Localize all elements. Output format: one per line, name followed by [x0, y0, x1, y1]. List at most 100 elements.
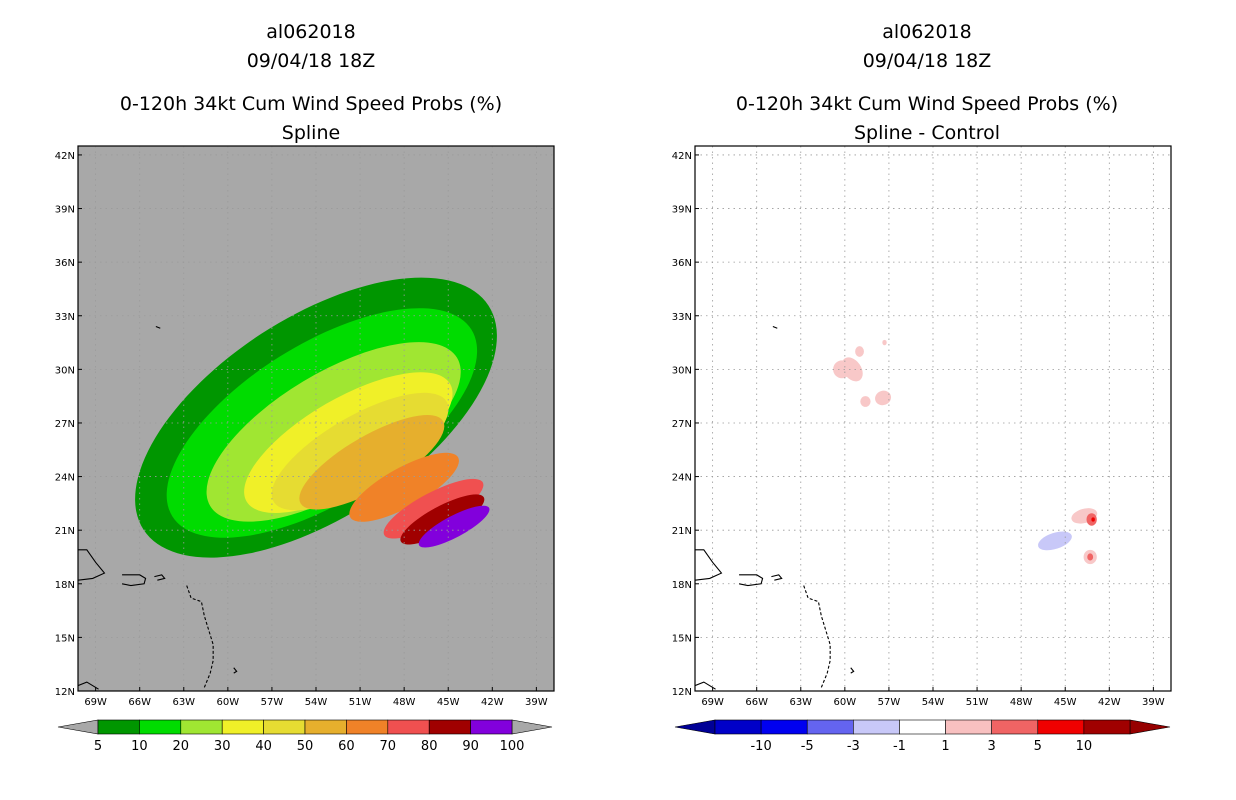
y-tick-label-18N: 18N — [672, 580, 692, 591]
colorbar-label-20: 20 — [173, 739, 190, 754]
x-tick-label-60W: 60W — [217, 697, 240, 708]
x-tick-label-69W: 69W — [84, 697, 107, 708]
right-gridlines — [695, 146, 1171, 691]
colorbar-swatch-3 — [853, 719, 900, 735]
contour-level-90-9 — [418, 505, 490, 548]
y-tick-label-30N: 30N — [672, 365, 692, 376]
x-tick-label-45W: 45W — [437, 697, 460, 708]
colorbar-label-5: 5 — [1034, 739, 1042, 754]
coastline-hispaniola — [78, 549, 106, 581]
y-tick-label-42N: 42N — [672, 151, 692, 162]
colorbar-swatch-8 — [1083, 719, 1131, 735]
left-title-method: Spline — [282, 122, 340, 144]
coastline-lesser-antilles — [803, 585, 831, 688]
colorbar-swatch-8 — [428, 719, 471, 735]
colorbar-swatch-4 — [263, 719, 306, 735]
y-tick-label-39N: 39N — [672, 205, 692, 216]
coastline-aruba-curacao — [78, 681, 99, 690]
y-tick-label-36N: 36N — [672, 258, 692, 269]
left-title-date: 09/04/18 18Z — [247, 50, 376, 72]
colorbar-label-100: 100 — [500, 739, 525, 754]
y-tick-label-33N: 33N — [55, 312, 75, 323]
colorbar-label-30: 30 — [214, 739, 231, 754]
contour-level-50-5 — [299, 415, 445, 510]
y-tick-label-30N: 30N — [55, 365, 75, 376]
y-tick-label-33N: 33N — [672, 312, 692, 323]
colorbar-swatch-0 — [714, 719, 762, 735]
contour-level-1-5 — [882, 339, 887, 346]
right-coastlines — [695, 325, 855, 690]
coastline-barbados — [233, 667, 238, 674]
y-tick-label-24N: 24N — [55, 473, 75, 484]
x-tick-label-63W: 63W — [172, 697, 195, 708]
contour-level-1-4 — [875, 390, 892, 406]
colorbar-swatch-2 — [180, 719, 223, 735]
coastline-bermuda — [772, 325, 778, 329]
colorbar-label--10: -10 — [750, 739, 771, 754]
right-title-method: Spline - Control — [854, 122, 1000, 144]
contour-level-80-8 — [400, 494, 485, 545]
y-tick-label-18N: 18N — [55, 580, 75, 591]
right-map-background — [695, 146, 1171, 691]
colorbar-label-60: 60 — [338, 739, 355, 754]
right-title-product: 0-120h 34kt Cum Wind Speed Probs (%) — [736, 93, 1118, 115]
x-tick-label-39W: 39W — [525, 697, 548, 708]
y-tick-label-24N: 24N — [672, 473, 692, 484]
colorbar-label-70: 70 — [380, 739, 397, 754]
colorbar-swatch-5 — [945, 719, 992, 735]
colorbar-label--1: -1 — [893, 739, 906, 754]
x-tick-label-69W: 69W — [701, 697, 724, 708]
y-tick-label-15N: 15N — [55, 633, 75, 644]
colorbar-swatch-6 — [991, 719, 1039, 735]
x-tick-label-42W: 42W — [1098, 697, 1121, 708]
y-tick-label-21N: 21N — [672, 526, 692, 537]
contour-level--1-6 — [1037, 531, 1072, 551]
colorbar-label-5: 5 — [94, 739, 102, 754]
colorbar-high-end-triangle — [1129, 719, 1171, 735]
colorbar-swatch-1 — [760, 719, 808, 735]
x-tick-label-42W: 42W — [481, 697, 504, 708]
left-gridlines — [78, 146, 554, 691]
right-colorbar: -10 -5 -3 -1 1 3 5 10 — [674, 719, 1171, 754]
colorbar-label--3: -3 — [847, 739, 860, 754]
colorbar-swatch-6 — [346, 719, 389, 735]
colorbar-label-1: 1 — [941, 739, 949, 754]
left-colorbar: 5 10 20 30 40 50 60 70 80 90 100 — [57, 719, 553, 754]
x-tick-label-45W: 45W — [1054, 697, 1077, 708]
colorbar-swatch-3 — [221, 719, 264, 735]
coastline-bermuda — [155, 325, 161, 329]
colorbar-label-3: 3 — [988, 739, 996, 754]
colorbar-label-90: 90 — [462, 739, 479, 754]
x-tick-label-39W: 39W — [1142, 697, 1165, 708]
colorbar-label--5: -5 — [801, 739, 814, 754]
x-tick-label-51W: 51W — [349, 697, 372, 708]
x-tick-label-54W: 54W — [305, 697, 328, 708]
y-tick-label-36N: 36N — [55, 258, 75, 269]
contour-level-1-2 — [855, 346, 864, 357]
right-difference-contours — [833, 339, 1098, 565]
colorbar-swatch-1 — [139, 719, 182, 735]
colorbar-swatch-5 — [304, 719, 347, 735]
contour-level-1-1 — [841, 357, 863, 382]
left-panel: al062018 09/04/18 18Z 0-120h 34kt Cum Wi… — [55, 21, 555, 754]
y-tick-label-27N: 27N — [55, 419, 75, 430]
colorbar-label-10: 10 — [131, 739, 148, 754]
coastline-barbados — [850, 667, 855, 674]
colorbar-swatch-9 — [470, 719, 513, 735]
colorbar-high-end-triangle — [511, 719, 553, 735]
coastline-puerto-rico — [121, 574, 147, 587]
contour-level-1-3 — [860, 396, 871, 407]
x-tick-label-66W: 66W — [128, 697, 151, 708]
coastline-hispaniola — [695, 549, 723, 581]
coastline-virgin-islands — [154, 574, 166, 581]
left-coastlines — [78, 325, 238, 690]
colorbar-swatch-4 — [899, 719, 946, 735]
right-title-date: 09/04/18 18Z — [863, 50, 992, 72]
x-tick-label-57W: 57W — [878, 697, 901, 708]
x-tick-label-48W: 48W — [1010, 697, 1033, 708]
coastline-lesser-antilles — [186, 585, 214, 688]
y-tick-label-42N: 42N — [55, 151, 75, 162]
colorbar-label-80: 80 — [421, 739, 438, 754]
x-tick-label-57W: 57W — [261, 697, 284, 708]
